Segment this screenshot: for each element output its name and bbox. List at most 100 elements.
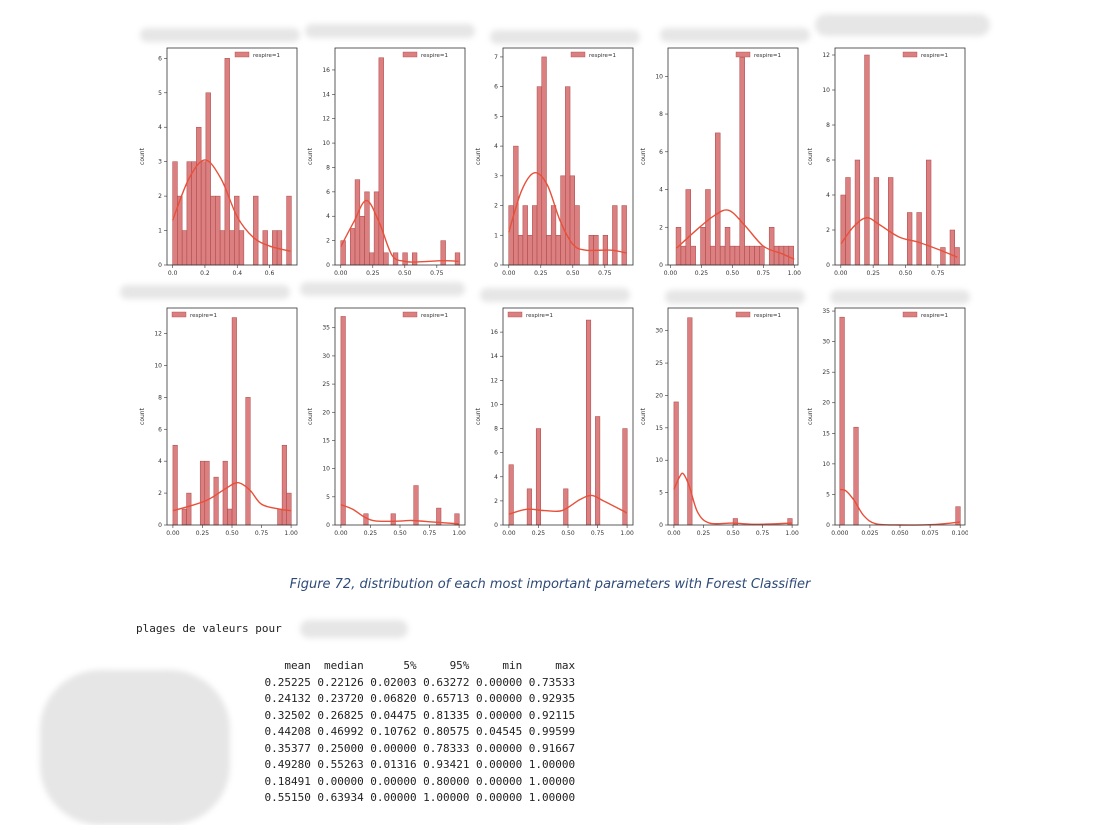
kde-line	[676, 209, 795, 260]
table-cell: 0.06820	[370, 692, 417, 705]
table-cell: 0.00000	[370, 774, 417, 788]
x-tick-label: 0.75	[255, 530, 269, 537]
y-tick-label: 6	[158, 426, 162, 433]
y-axis-label: count	[475, 147, 482, 165]
x-tick-label: 0.00	[502, 270, 516, 277]
redaction	[660, 28, 810, 42]
table-cell: 0.80575	[423, 725, 470, 738]
histogram-bar	[229, 230, 235, 266]
x-tick-label: 0.50	[225, 530, 239, 537]
histogram-bar	[224, 58, 230, 266]
legend-label: respire=1	[421, 53, 448, 59]
histogram-chart: 0 2 4 6 8 10 12 14 16 0.00 0.25 0.50 0.75 1.00 count re…	[475, 307, 634, 537]
y-tick-label: 16	[490, 329, 498, 336]
table-cell: 0.24132	[264, 692, 311, 705]
histogram-bar	[277, 508, 283, 526]
histogram-bar	[853, 426, 859, 526]
x-tick-label: 0.75	[756, 530, 770, 537]
histogram-bar	[411, 252, 418, 266]
histogram-bar	[845, 177, 851, 266]
histogram-bar	[181, 508, 187, 526]
histogram-bar	[369, 252, 375, 266]
y-tick-label: 12	[490, 377, 498, 384]
table-row: 0.24132 0.23720 0.06820 0.65713 0.00000 0.929…	[258, 691, 576, 708]
histogram-bar	[281, 444, 287, 526]
y-tick-label: 15	[655, 425, 663, 432]
x-tick-label: 0.50	[566, 270, 580, 277]
x-tick-label: 0.050	[891, 530, 908, 537]
y-tick-label: 35	[322, 325, 330, 332]
histogram-bar	[541, 56, 547, 266]
histogram-bar	[526, 488, 532, 526]
table-row: 0.49280 0.55263 0.01316 0.93421 0.00000 1.000…	[258, 757, 576, 774]
col-mean: mean	[284, 659, 311, 672]
redaction	[40, 670, 230, 825]
plot-frame	[166, 47, 298, 266]
histogram-panel: 0 5 10 15 20 25 30 0.00 0.25 0.50 0.75 1.00 count res…	[631, 300, 801, 550]
y-tick-label: 1	[494, 232, 498, 239]
redaction	[140, 28, 300, 42]
histogram-bar	[768, 227, 775, 266]
x-tick-label: 0.6	[265, 270, 275, 277]
legend-label: respire=1	[526, 313, 553, 319]
y-axis-label: count	[640, 407, 647, 425]
y-tick-label: 5	[826, 491, 830, 498]
y-tick-label: 2	[659, 224, 663, 231]
histogram-bar	[517, 235, 524, 266]
x-tick-label: 0.075	[921, 530, 938, 537]
y-tick-label: 5	[326, 494, 330, 501]
kde-line	[340, 504, 460, 525]
y-tick-label: 2	[826, 227, 830, 234]
histogram-bar	[729, 245, 736, 266]
stats-table: mean median 5% 95% min max 0.25225 0.2212…	[258, 658, 576, 807]
histogram-bar	[238, 230, 245, 266]
histogram-bar	[234, 195, 240, 266]
y-tick-label: 10	[655, 457, 663, 464]
plot-frame	[667, 47, 799, 266]
table-cell: 0.00000	[475, 675, 523, 689]
table-cell: 0.25225	[264, 675, 311, 689]
histogram-bar	[560, 175, 566, 266]
histogram-bar	[172, 444, 178, 526]
x-tick-label: 0.00	[334, 270, 348, 277]
y-tick-label: 8	[158, 394, 162, 401]
redaction	[300, 620, 408, 638]
x-tick-label: 0.2	[200, 270, 210, 277]
histogram-bar	[390, 513, 396, 526]
histogram-bar	[205, 92, 211, 266]
table-cell: 0.04475	[370, 708, 417, 722]
table-row: 0.18491 0.00000 0.00000 0.80000 0.00000 1.000…	[258, 774, 576, 791]
histogram-bar	[204, 460, 210, 526]
table-cell: 0.93421	[423, 758, 470, 771]
x-tick-label: 0.50	[726, 530, 740, 537]
y-tick-label: 0	[826, 522, 830, 529]
histogram-bar	[286, 195, 292, 266]
table-cell: 0.10762	[370, 725, 417, 738]
y-tick-label: 30	[655, 328, 663, 335]
table-cell: 0.55150	[264, 791, 311, 804]
histogram-bar	[213, 476, 219, 526]
y-tick-label: 14	[490, 353, 498, 360]
y-tick-label: 0	[158, 522, 162, 529]
kde-line	[673, 472, 793, 526]
y-tick-label: 16	[322, 67, 330, 74]
histogram-bar	[685, 189, 692, 266]
histogram-bar	[508, 464, 514, 526]
redaction	[665, 290, 805, 304]
table-cell: 0.00000	[370, 791, 417, 804]
y-tick-label: 10	[822, 87, 830, 94]
histogram-bar	[705, 189, 711, 266]
table-cell: 1.00000	[423, 791, 470, 804]
histogram-bar	[550, 205, 557, 266]
kde-line	[839, 488, 961, 526]
y-tick-label: 10	[154, 362, 162, 369]
legend-swatch	[402, 51, 418, 58]
redaction	[480, 288, 630, 302]
table-cell: 0.26825	[317, 708, 364, 722]
y-tick-label: 5	[494, 113, 498, 120]
legend-label: respire=1	[921, 53, 948, 59]
table-cell: 0.44208	[264, 725, 311, 738]
x-tick-label: 0.00	[834, 270, 848, 277]
y-tick-label: 1	[158, 228, 162, 235]
histogram-bar	[715, 132, 721, 266]
